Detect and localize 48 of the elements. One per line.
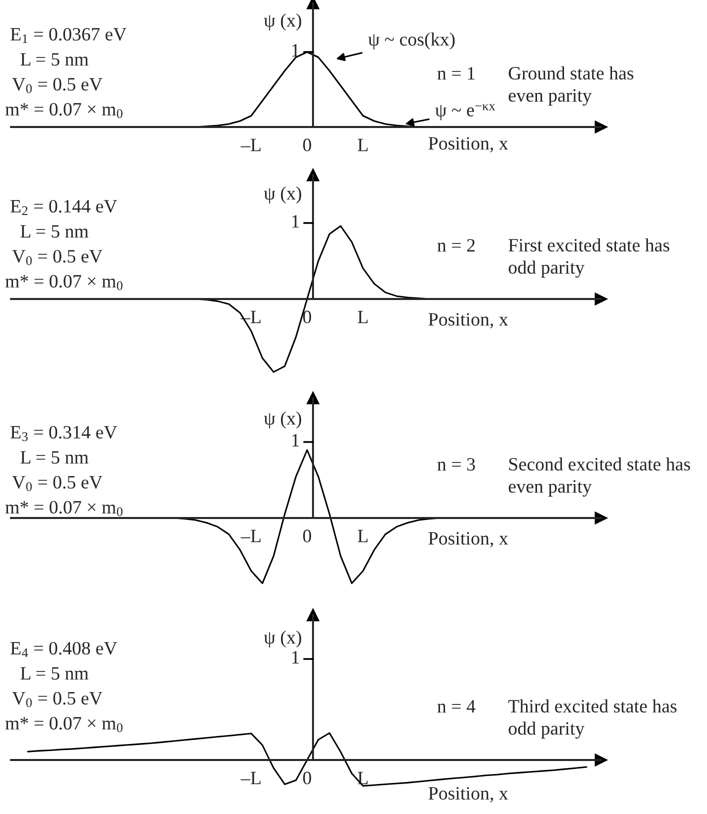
annotation: V$_{0}$ = 0.5 eV — [12, 476, 102, 492]
text: E$_{2}$ = 0.144 eV — [10, 200, 118, 215]
x-tick-label: 0 — [303, 310, 312, 324]
text: 1 — [292, 434, 299, 447]
x-tick-label: –L — [240, 138, 261, 152]
annotation: V$_{0}$ = 0.5 eV — [12, 78, 102, 94]
annotation: n = 1 — [437, 67, 475, 80]
text: E$_{1}$ = 0.0367 eV — [10, 28, 126, 43]
text: ψ ~ cos(kx) — [368, 32, 455, 50]
annotation: Second excited state has even parity — [508, 457, 690, 497]
y-axis-title: ψ (x) — [264, 630, 302, 648]
annotation: 1 — [292, 215, 299, 228]
annotation: L = 5 nm — [20, 451, 88, 464]
x-tick-label: 0 — [303, 138, 312, 152]
x-tick-label: L — [358, 138, 368, 152]
annotation: m* = 0.07 × m$_{0}$ — [5, 274, 122, 290]
y-axis-title: ψ (x) — [264, 186, 302, 204]
x-tick-label: 0 — [303, 530, 312, 542]
annotation: 1 — [292, 44, 299, 57]
annotation: L = 5 nm — [20, 225, 88, 238]
x-axis-title: Position, x — [428, 313, 508, 328]
y-axis-title: ψ (x) — [264, 14, 302, 30]
x-tick-label: L — [358, 530, 368, 542]
x-tick-label: –L — [240, 772, 261, 784]
x-tick-label: 0 — [303, 772, 312, 784]
text: m* = 0.07 × m$_{0}$ — [5, 716, 122, 732]
y-axis-title: ψ (x) — [264, 412, 302, 428]
x-axis-title: Position, x — [428, 137, 508, 152]
annotation: Third excited state has odd parity — [508, 699, 677, 739]
annotation: n = 2 — [437, 239, 475, 252]
text: E$_{4}$ = 0.408 eV — [10, 642, 118, 657]
x-tick-label: L — [358, 310, 368, 324]
annotation: m* = 0.07 × m$_{0}$ — [5, 500, 122, 516]
annotation: L = 5 nm — [20, 53, 88, 66]
text: 1 — [292, 651, 299, 664]
annotation: m* = 0.07 × m$_{0}$ — [5, 102, 122, 118]
text: E$_{3}$ = 0.314 eV — [10, 426, 118, 442]
text: L = 5 nm — [20, 667, 88, 680]
annotation: First excited state has odd parity — [508, 238, 670, 278]
text: V$_{0}$ = 0.5 eV — [12, 692, 102, 708]
x-tick-label: –L — [240, 530, 261, 542]
x-axis-title: Position, x — [428, 532, 508, 548]
annotation: ψ ~ e$^{−κx}$ — [435, 104, 496, 120]
text: n = 4 — [437, 700, 476, 713]
x-axis-title: Position, x — [428, 787, 508, 802]
annotation: Ground state has even parity — [508, 66, 634, 106]
annotation: V$_{0}$ = 0.5 eV — [12, 250, 102, 266]
annotation: n = 3 — [437, 458, 475, 471]
